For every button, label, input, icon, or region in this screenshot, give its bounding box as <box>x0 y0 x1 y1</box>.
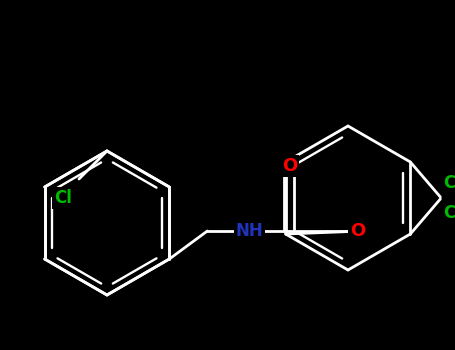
Text: NH: NH <box>236 222 263 240</box>
Text: Cl: Cl <box>54 189 72 207</box>
Text: Cl: Cl <box>443 204 455 222</box>
Text: O: O <box>282 157 297 175</box>
Text: O: O <box>350 222 365 240</box>
Text: Cl: Cl <box>443 174 455 192</box>
